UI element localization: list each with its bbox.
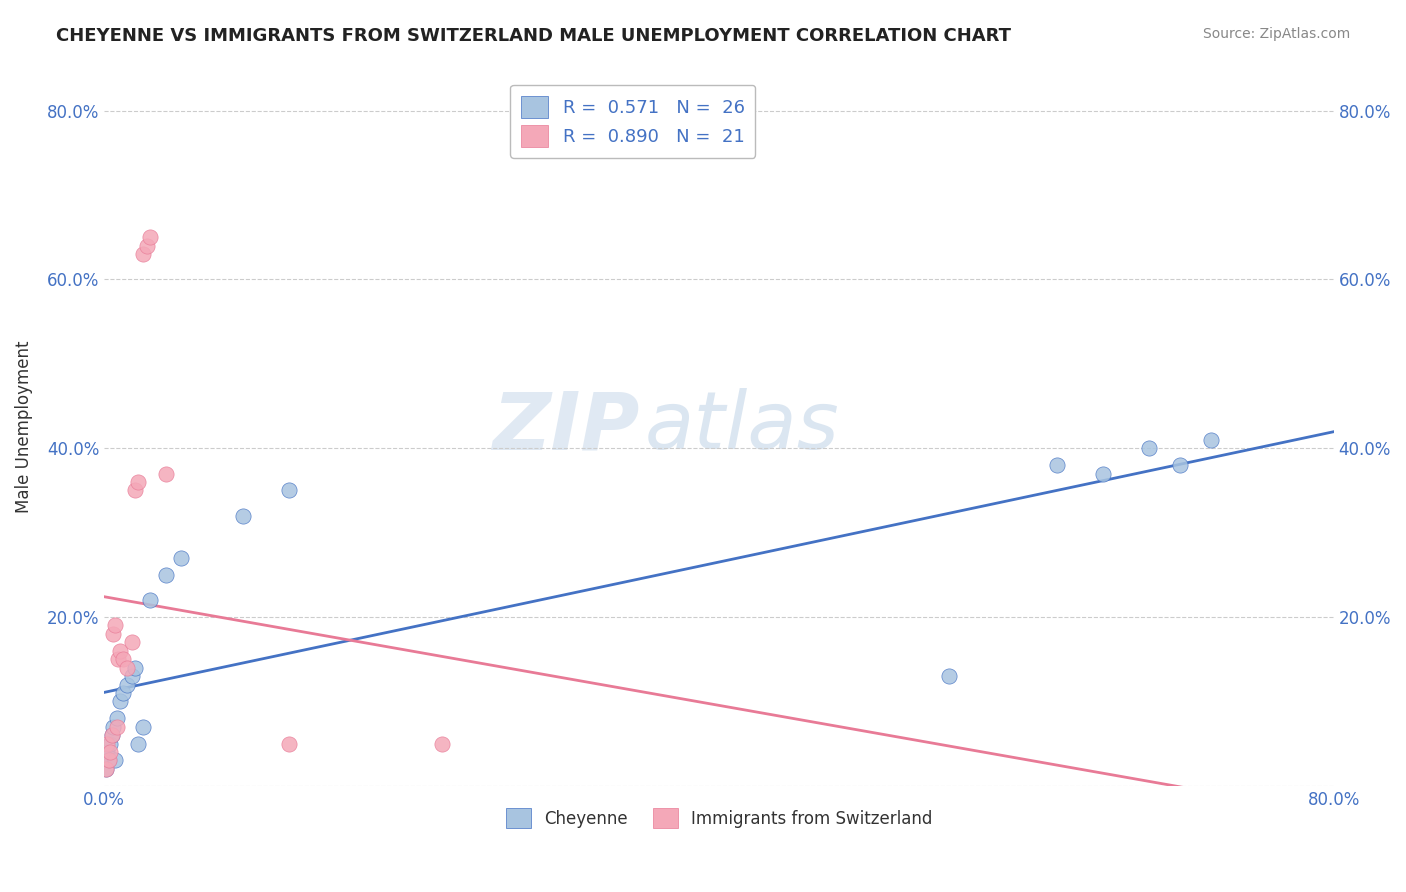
Y-axis label: Male Unemployment: Male Unemployment bbox=[15, 341, 32, 514]
Point bbox=[432, 737, 454, 751]
Point bbox=[111, 652, 134, 666]
Point bbox=[104, 618, 127, 632]
Point bbox=[121, 669, 143, 683]
Point bbox=[111, 686, 134, 700]
Point bbox=[938, 669, 960, 683]
Point bbox=[117, 660, 139, 674]
Point bbox=[108, 694, 131, 708]
Point bbox=[107, 652, 129, 666]
Point bbox=[103, 627, 125, 641]
Point bbox=[232, 508, 254, 523]
Point bbox=[155, 567, 177, 582]
Legend: Cheyenne, Immigrants from Switzerland: Cheyenne, Immigrants from Switzerland bbox=[499, 801, 939, 835]
Point bbox=[1137, 442, 1160, 456]
Point bbox=[155, 467, 177, 481]
Point bbox=[121, 635, 143, 649]
Point bbox=[97, 754, 120, 768]
Point bbox=[105, 711, 128, 725]
Point bbox=[96, 737, 118, 751]
Text: Source: ZipAtlas.com: Source: ZipAtlas.com bbox=[1202, 27, 1350, 41]
Point bbox=[100, 745, 122, 759]
Point bbox=[1199, 433, 1222, 447]
Point bbox=[1092, 467, 1115, 481]
Point bbox=[139, 230, 162, 244]
Point bbox=[108, 644, 131, 658]
Point bbox=[124, 660, 146, 674]
Point bbox=[101, 728, 124, 742]
Point bbox=[97, 754, 120, 768]
Text: CHEYENNE VS IMMIGRANTS FROM SWITZERLAND MALE UNEMPLOYMENT CORRELATION CHART: CHEYENNE VS IMMIGRANTS FROM SWITZERLAND … bbox=[56, 27, 1011, 45]
Point bbox=[1046, 458, 1069, 472]
Point bbox=[104, 754, 127, 768]
Text: ZIP: ZIP bbox=[492, 388, 640, 467]
Point bbox=[96, 745, 118, 759]
Point bbox=[136, 238, 159, 252]
Text: atlas: atlas bbox=[645, 388, 839, 467]
Point bbox=[139, 593, 162, 607]
Point bbox=[117, 677, 139, 691]
Point bbox=[1168, 458, 1191, 472]
Point bbox=[170, 551, 193, 566]
Point bbox=[101, 728, 124, 742]
Point bbox=[131, 720, 153, 734]
Point bbox=[105, 720, 128, 734]
Point bbox=[131, 247, 153, 261]
Point bbox=[127, 737, 149, 751]
Point bbox=[94, 762, 117, 776]
Point bbox=[94, 762, 117, 776]
Point bbox=[277, 737, 299, 751]
Point bbox=[100, 737, 122, 751]
Point bbox=[103, 720, 125, 734]
Point bbox=[277, 483, 299, 498]
Point bbox=[127, 475, 149, 489]
Point bbox=[124, 483, 146, 498]
